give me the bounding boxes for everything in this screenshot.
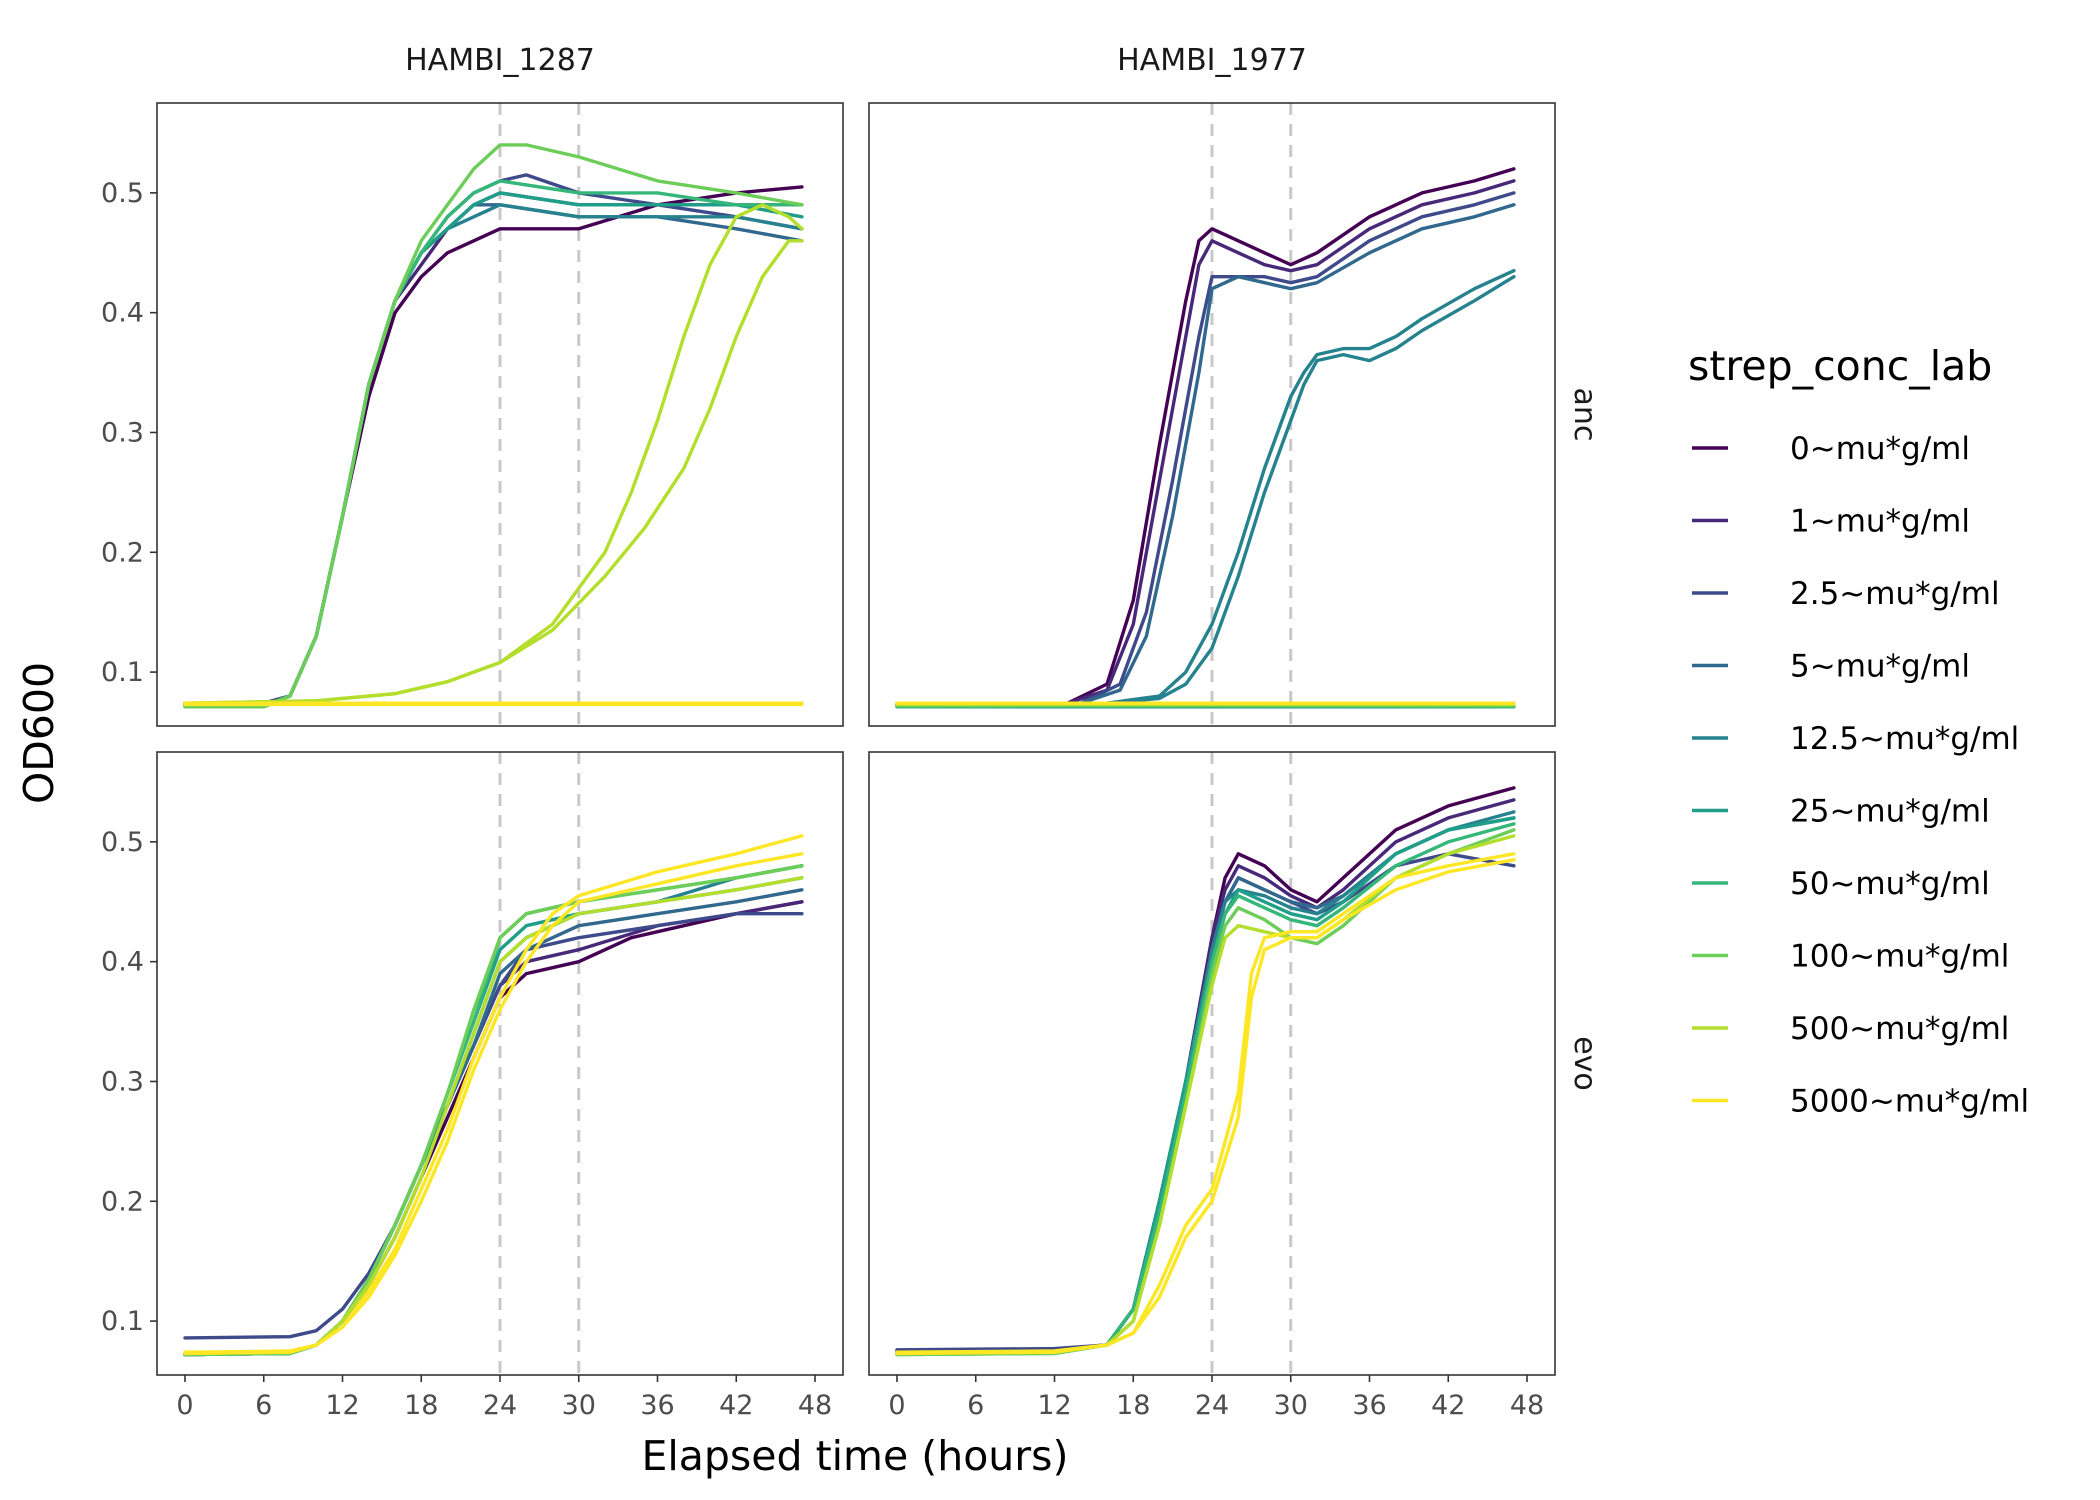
panel-HAMBI_1977-evo	[868, 751, 1556, 1376]
x-tick-label: 42	[719, 1390, 753, 1421]
series-line-4	[895, 203, 1516, 707]
series-group	[895, 786, 1516, 1357]
series-line-8	[183, 143, 804, 709]
x-tick-label: 24	[483, 1390, 517, 1421]
x-tick-label: 6	[967, 1390, 984, 1421]
legend-label: 2.5~mu*g/ml	[1790, 576, 2000, 612]
x-tick-label: 48	[1510, 1390, 1544, 1421]
y-tick-label: 0.3	[101, 417, 144, 448]
y-tick-label: 0.3	[101, 1066, 144, 1097]
x-tick-label: 42	[1431, 1390, 1465, 1421]
legend-label: 25~mu*g/ml	[1790, 794, 1990, 830]
legend-label: 100~mu*g/ml	[1790, 939, 2009, 975]
y-tick-label: 0.2	[101, 537, 144, 568]
x-tick-label: 36	[1352, 1390, 1386, 1421]
y-axis-title: OD600	[15, 662, 63, 804]
facet-row-label: evo	[1567, 1036, 1602, 1091]
series-line-2	[895, 179, 1516, 707]
x-tick-label: 48	[798, 1390, 832, 1421]
series-line-6	[895, 275, 1516, 707]
panel-border	[868, 102, 1556, 727]
series-line-9	[895, 834, 1516, 1356]
y-tick-label: 0.5	[101, 827, 144, 858]
y-tick-label: 0.4	[101, 947, 144, 978]
x-tick-label: 30	[1274, 1390, 1308, 1421]
legend-label: 50~mu*g/ml	[1790, 866, 1990, 902]
x-tick-label: 12	[325, 1390, 359, 1421]
y-tick-label: 0.4	[101, 298, 144, 329]
x-tick-label: 36	[640, 1390, 674, 1421]
series-group	[183, 834, 804, 1357]
x-axis-title: Elapsed time (hours)	[641, 1432, 1068, 1480]
x-tick-label: 24	[1195, 1390, 1229, 1421]
legend: strep_conc_lab 0~mu*g/ml 1~mu*g/ml 2.5~mu*…	[1688, 342, 2029, 1120]
facet-row-label: anc	[1567, 388, 1602, 442]
facet-column-label: HAMBI_1287	[405, 43, 595, 78]
legend-label: 12.5~mu*g/ml	[1790, 721, 2019, 757]
x-tick-label: 6	[255, 1390, 272, 1421]
axes-layer: 0.1 0.2 0.3 0.4 0.5 0.1 0.2 0.3 0.4 0.5 0 6 12 18 24 30…	[101, 178, 1544, 1421]
facet-column-label: HAMBI_1977	[1117, 43, 1307, 78]
y-tick-label: 0.1	[101, 1306, 144, 1337]
panels-layer	[156, 102, 1556, 1376]
series-line-5	[895, 269, 1516, 707]
legend-label: 5~mu*g/ml	[1790, 649, 1970, 685]
series-group	[895, 167, 1516, 709]
x-tick-label: 12	[1037, 1390, 1071, 1421]
x-tick-label: 30	[562, 1390, 596, 1421]
legend-label: 0~mu*g/ml	[1790, 431, 1970, 467]
x-tick-label: 18	[404, 1390, 438, 1421]
panel-border	[156, 102, 844, 727]
series-line-11	[895, 858, 1516, 1354]
legend-label: 1~mu*g/ml	[1790, 504, 1970, 540]
x-tick-label: 0	[176, 1390, 193, 1421]
series-line-1	[895, 167, 1516, 707]
panel-HAMBI_1287-evo	[156, 751, 844, 1376]
series-line-10	[183, 239, 804, 705]
legend-label: 500~mu*g/ml	[1790, 1011, 2009, 1047]
panel-HAMBI_1287-anc	[156, 102, 844, 727]
panel-HAMBI_1977-anc	[868, 102, 1556, 727]
legend-title: strep_conc_lab	[1688, 342, 1992, 390]
x-tick-label: 0	[888, 1390, 905, 1421]
series-line-7	[895, 822, 1516, 1357]
y-tick-label: 0.2	[101, 1186, 144, 1217]
series-line-11	[183, 852, 804, 1354]
x-tick-label: 18	[1116, 1390, 1150, 1421]
series-group	[183, 143, 804, 709]
panel-background	[157, 103, 843, 726]
y-tick-label: 0.1	[101, 657, 144, 688]
y-tick-label: 0.5	[101, 178, 144, 209]
legend-label: 5000~mu*g/ml	[1790, 1084, 2029, 1120]
